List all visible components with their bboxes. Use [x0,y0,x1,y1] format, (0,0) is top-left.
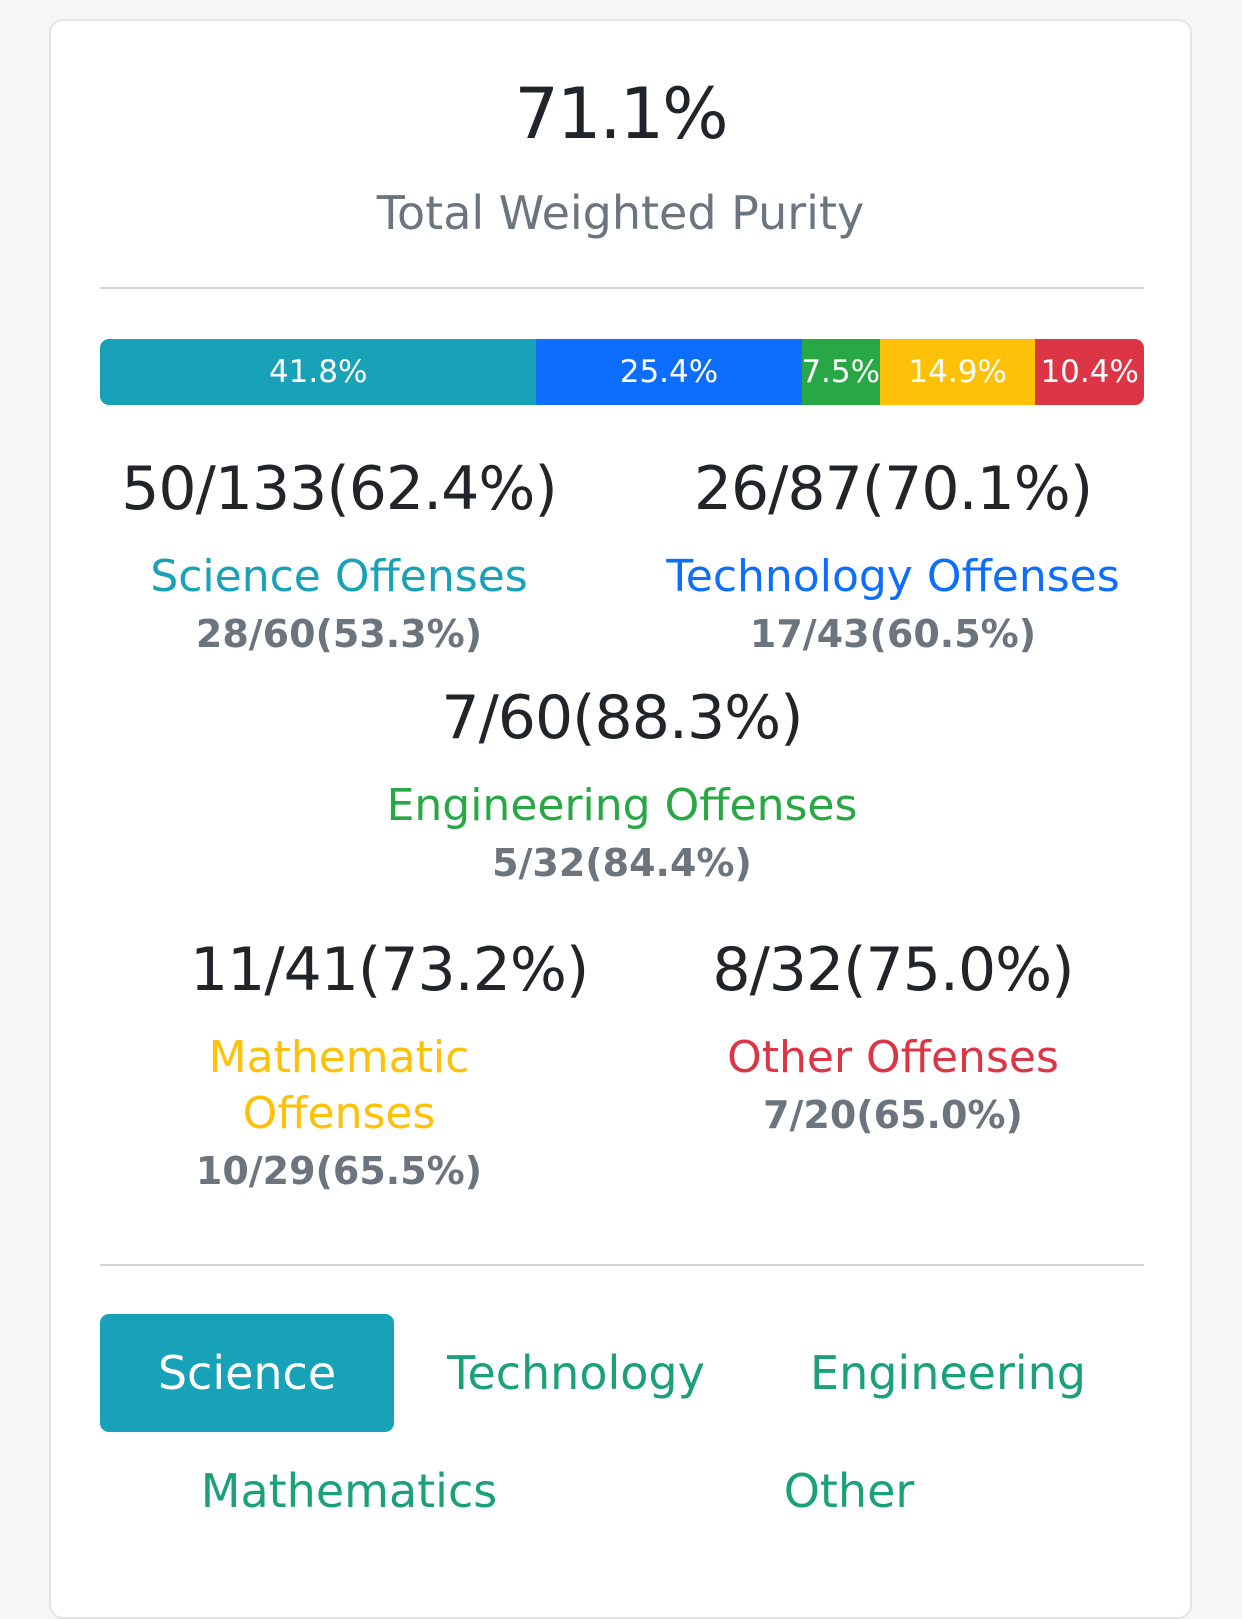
progress-segment-mathematics: 14.9% [879,339,1036,405]
category-progress-bar: 41.8% 25.4% 7.5% 14.9% 10.4% [100,339,1144,405]
stat-mathematic-subcount: 10/29(65.5%) [195,1149,483,1193]
category-tabs-row-2: Mathematics Other [199,1432,1059,1550]
stat-other-label: Other Offenses [727,1032,1059,1083]
stat-other-count: 8/32(75.0%) [712,935,1074,1005]
tab-engineering[interactable]: Engineering [810,1346,1086,1400]
stat-technology-count: 26/87(70.1%) [693,454,1093,524]
total-purity-value: 71.1% [514,73,728,155]
tab-science[interactable]: Science [100,1314,394,1432]
stat-science-label: Science Offenses [150,551,528,602]
stat-mathematic-label: Mathematic Offenses [208,1032,470,1139]
stat-engineering-count: 7/60(88.3%) [441,683,803,753]
progress-segment-science: 41.8% [100,339,537,405]
total-purity-label: Total Weighted Purity [376,186,865,240]
stat-engineering: 7/60(88.3%) Engineering Offenses 5/32(84… [372,682,872,888]
progress-segment-technology: 25.4% [536,339,802,405]
progress-segment-engineering: 7.5% [801,339,880,405]
stat-technology-label: Technology Offenses [666,551,1120,602]
stat-engineering-label: Engineering Offenses [386,780,858,831]
stat-other-subcount: 7/20(65.0%) [763,1093,1023,1137]
stat-other: 8/32(75.0%) Other Offenses 7/20(65.0%) [668,934,1118,1140]
stat-science-subcount: 28/60(53.3%) [195,612,483,656]
stat-mathematic: 11/41(73.2%) Mathematic Offenses 10/29(6… [190,934,589,1196]
progress-segment-other: 10.4% [1035,339,1144,405]
divider-bottom [100,1264,1144,1266]
tab-mathematics[interactable]: Mathematics [200,1464,498,1518]
stat-engineering-subcount: 5/32(84.4%) [492,841,752,885]
category-tabs-row-1: Science Technology Engineering [100,1314,1138,1432]
stat-science: 50/133(62.4%) Science Offenses 28/60(53.… [100,453,578,659]
stat-technology-subcount: 17/43(60.5%) [749,612,1037,656]
stat-mathematic-count: 11/41(73.2%) [190,935,589,1005]
purity-card: 71.1% Total Weighted Purity 41.8% 25.4% … [49,19,1192,1619]
divider-top [100,287,1144,289]
tab-other[interactable]: Other [783,1464,915,1518]
stat-science-count: 50/133(62.4%) [121,454,558,524]
stat-technology: 26/87(70.1%) Technology Offenses 17/43(6… [648,453,1138,659]
tab-technology[interactable]: Technology [447,1346,705,1400]
